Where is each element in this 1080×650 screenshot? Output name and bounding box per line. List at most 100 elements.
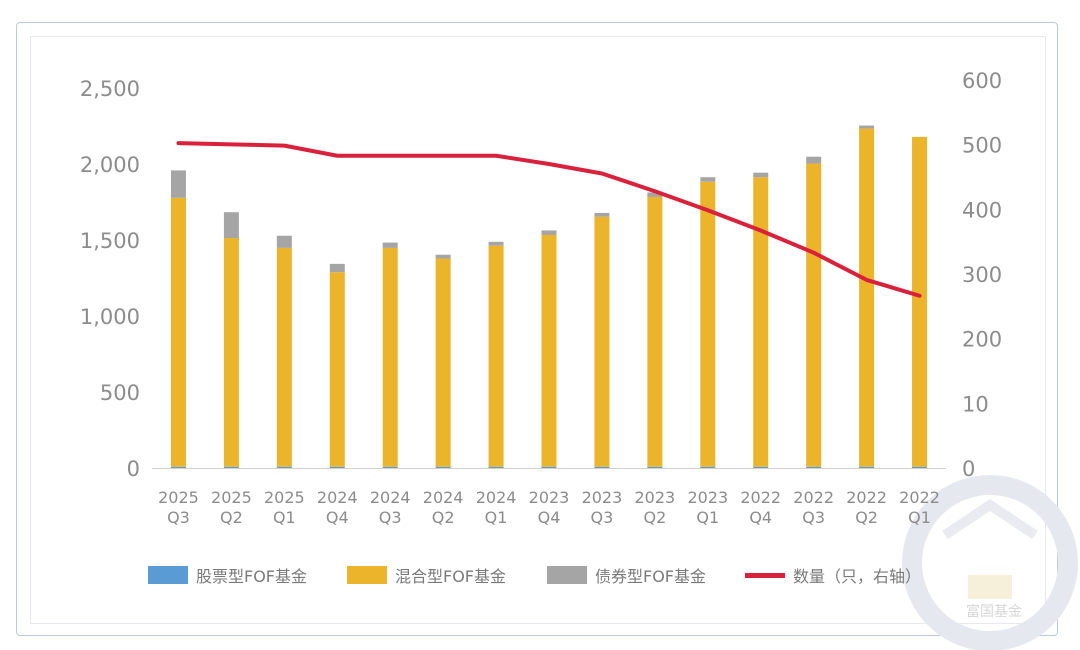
bar-segment bbox=[170, 197, 186, 467]
x-axis-quarter-label: Q2 bbox=[220, 508, 243, 527]
bar-segment bbox=[541, 466, 557, 468]
x-axis-quarter-label: Q3 bbox=[802, 508, 825, 527]
bar-segment bbox=[594, 216, 610, 467]
legend-swatch bbox=[547, 566, 587, 584]
x-axis-year-label: 2022 bbox=[793, 488, 834, 507]
x-axis-year-label: 2025 bbox=[158, 488, 199, 507]
bar-segment bbox=[435, 258, 451, 467]
x-axis-quarter-label: Q4 bbox=[326, 508, 349, 527]
x-axis-quarter-label: Q1 bbox=[696, 508, 719, 527]
bar-segment bbox=[700, 177, 716, 182]
bar-segment bbox=[488, 245, 504, 467]
x-axis-quarter-label: Q3 bbox=[591, 508, 614, 527]
bar-segment bbox=[700, 466, 716, 468]
legend-label: 债券型FOF基金 bbox=[595, 567, 706, 586]
bar-segment bbox=[859, 128, 875, 467]
bar-segment bbox=[753, 177, 769, 467]
x-axis-year-label: 2023 bbox=[582, 488, 623, 507]
right-axis-tick-label: 10 bbox=[962, 392, 989, 416]
bar-segment bbox=[806, 466, 822, 468]
x-axis-year-label: 2024 bbox=[370, 488, 411, 507]
x-axis-quarter-label: Q2 bbox=[855, 508, 878, 527]
bar-segment bbox=[753, 172, 769, 178]
right-axis-tick-label: 500 bbox=[962, 134, 1002, 158]
x-axis-year-label: 2023 bbox=[529, 488, 570, 507]
x-axis-quarter-label: Q3 bbox=[167, 508, 190, 527]
bar-segment bbox=[541, 234, 557, 467]
bar-segment bbox=[170, 170, 186, 198]
bar-segment bbox=[912, 136, 928, 467]
legend-swatch bbox=[347, 566, 387, 584]
bar-segment bbox=[382, 242, 398, 248]
watermark-text: 富国基金 bbox=[966, 603, 1022, 620]
count-line bbox=[176, 141, 922, 298]
bar-segment bbox=[647, 466, 663, 468]
right-axis: 0 10 200 300 400 500 600 bbox=[962, 69, 1002, 481]
bar-segment bbox=[912, 466, 928, 468]
bar-segment bbox=[223, 466, 239, 468]
bar-segment bbox=[435, 466, 451, 468]
bar-segment bbox=[329, 272, 345, 467]
x-axis-year-label: 2022 bbox=[846, 488, 887, 507]
left-axis-tick-label: 2,500 bbox=[80, 77, 140, 101]
x-axis-quarter-label: Q1 bbox=[908, 508, 931, 527]
x-axis-quarter-label: Q4 bbox=[538, 508, 561, 527]
x-axis-quarter-label: Q1 bbox=[273, 508, 296, 527]
left-axis-tick-label: 1,000 bbox=[80, 305, 140, 329]
watermark-roof-icon bbox=[942, 498, 1038, 540]
bar-segment bbox=[647, 196, 663, 467]
x-axis-quarter-label: Q3 bbox=[379, 508, 402, 527]
right-axis-tick-label: 600 bbox=[962, 69, 1002, 93]
bar-segment bbox=[435, 254, 451, 259]
bar-segment bbox=[276, 235, 292, 248]
bar-segment bbox=[382, 466, 398, 468]
bar-segment bbox=[594, 212, 610, 217]
x-axis-year-label: 2024 bbox=[476, 488, 517, 507]
left-axis-tick-label: 2,000 bbox=[80, 153, 140, 177]
bar-segment bbox=[329, 466, 345, 468]
left-axis-tick-label: 1,500 bbox=[80, 229, 140, 253]
bar-segment bbox=[700, 181, 716, 467]
left-axis-tick-label: 0 bbox=[127, 457, 140, 481]
x-axis-year-label: 2023 bbox=[687, 488, 728, 507]
bar-segment bbox=[329, 263, 345, 273]
legend-swatch-line bbox=[745, 573, 785, 578]
bar-segment bbox=[382, 247, 398, 467]
x-axis-year-label: 2024 bbox=[317, 488, 358, 507]
bar-segment bbox=[806, 156, 822, 164]
legend-label: 数量（只，右轴） bbox=[793, 567, 921, 586]
bar-segment bbox=[859, 466, 875, 468]
fullgoal-logo-icon bbox=[902, 475, 1078, 650]
x-axis-year-label: 2024 bbox=[423, 488, 464, 507]
right-axis-tick-label: 0 bbox=[962, 457, 975, 481]
x-axis-year-label: 2025 bbox=[211, 488, 252, 507]
x-axis-year-label: 2023 bbox=[635, 488, 676, 507]
watermark-logo: 富国基金 bbox=[902, 475, 1078, 650]
bar-segment bbox=[753, 466, 769, 468]
x-axis-quarter-label: Q2 bbox=[432, 508, 455, 527]
x-axis-quarter-label: Q4 bbox=[749, 508, 772, 527]
right-axis-tick-label: 200 bbox=[962, 328, 1002, 352]
count-line-series bbox=[176, 141, 922, 298]
bar-segment bbox=[223, 212, 239, 239]
chart-panel bbox=[30, 36, 1046, 624]
x-axis-year-label: 2025 bbox=[264, 488, 305, 507]
bar-segment bbox=[594, 466, 610, 468]
bar-segment bbox=[859, 125, 875, 129]
legend-label: 股票型FOF基金 bbox=[196, 567, 307, 586]
legend-swatch bbox=[148, 566, 188, 584]
outer-frame bbox=[16, 22, 1058, 636]
x-axis-year-label: 2022 bbox=[740, 488, 781, 507]
bar-segment bbox=[170, 466, 186, 468]
left-axis-tick-label: 500 bbox=[100, 381, 140, 405]
bar-segment bbox=[488, 466, 504, 468]
left-axis: 0 500 1,000 1,500 2,000 2,500 bbox=[80, 77, 140, 481]
x-axis-quarter-label: Q2 bbox=[643, 508, 666, 527]
x-axis-quarter-label: Q1 bbox=[485, 508, 508, 527]
legend: 股票型FOF基金 混合型FOF基金 债券型FOF基金 数量（只，右轴） bbox=[148, 566, 921, 586]
bar-segment bbox=[276, 466, 292, 468]
x-axis-labels: 2025Q32025Q22025Q12024Q42024Q32024Q22024… bbox=[158, 488, 940, 527]
bar-segment bbox=[806, 163, 822, 467]
bar-segment bbox=[276, 247, 292, 467]
